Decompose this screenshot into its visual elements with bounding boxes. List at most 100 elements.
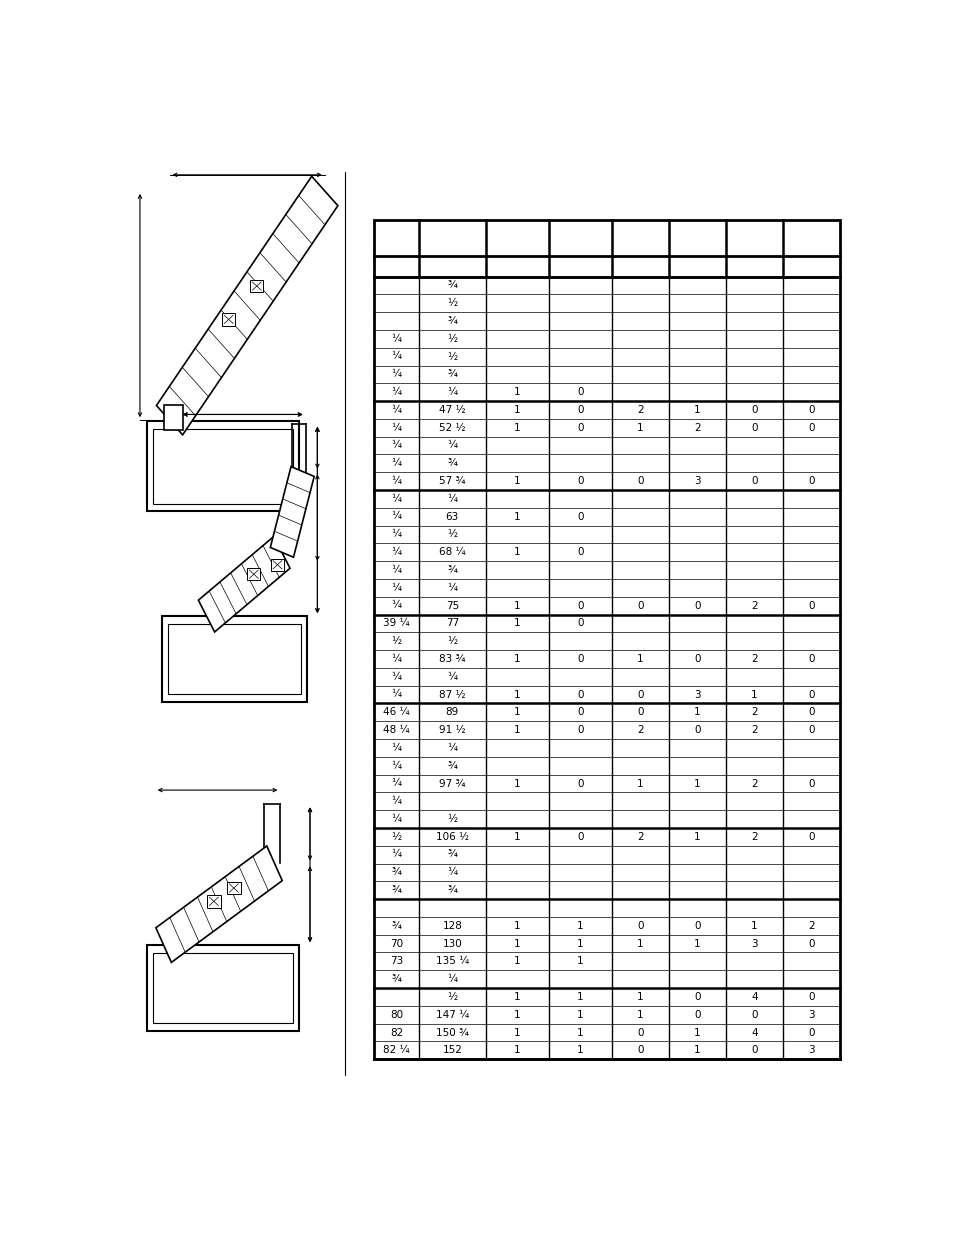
Text: 0: 0 <box>807 477 814 487</box>
Text: ¾: ¾ <box>391 921 401 931</box>
Text: 152: 152 <box>442 1045 462 1056</box>
Text: 2: 2 <box>750 655 757 664</box>
Text: 0: 0 <box>637 708 643 718</box>
Text: 0: 0 <box>637 477 643 487</box>
Text: ¼: ¼ <box>447 867 456 877</box>
Bar <box>250 280 263 293</box>
Text: 150 ¾: 150 ¾ <box>436 1028 468 1037</box>
Text: 0: 0 <box>694 725 700 735</box>
Text: 0: 0 <box>751 1045 757 1056</box>
Text: 1: 1 <box>637 422 643 432</box>
Text: 147 ¼: 147 ¼ <box>436 1010 469 1020</box>
Text: 83 ¾: 83 ¾ <box>438 655 465 664</box>
Text: ¾: ¾ <box>447 458 456 468</box>
Text: 106 ½: 106 ½ <box>436 832 469 842</box>
Text: 1: 1 <box>514 477 520 487</box>
Bar <box>227 882 240 894</box>
Text: 75: 75 <box>445 600 458 610</box>
Polygon shape <box>156 177 337 435</box>
Text: ¾: ¾ <box>447 885 456 895</box>
Text: 135 ¼: 135 ¼ <box>436 956 469 966</box>
Text: 91 ½: 91 ½ <box>438 725 465 735</box>
Text: ¼: ¼ <box>391 778 401 788</box>
Text: 46 ¼: 46 ¼ <box>383 708 410 718</box>
Bar <box>153 429 293 504</box>
Text: 0: 0 <box>807 939 814 948</box>
Text: 1: 1 <box>514 619 520 629</box>
Text: ¼: ¼ <box>447 583 456 593</box>
Text: ¼: ¼ <box>391 333 401 343</box>
Text: 0: 0 <box>637 600 643 610</box>
Text: 39 ¼: 39 ¼ <box>383 619 410 629</box>
Text: ¼: ¼ <box>391 441 401 451</box>
Polygon shape <box>155 846 282 962</box>
Text: 0: 0 <box>807 655 814 664</box>
Text: 1: 1 <box>637 992 643 1002</box>
Text: 0: 0 <box>694 1010 700 1020</box>
Text: ¼: ¼ <box>391 797 401 806</box>
Text: ¼: ¼ <box>391 547 401 557</box>
Text: ¾: ¾ <box>447 850 456 860</box>
Text: 0: 0 <box>751 422 757 432</box>
Text: 3: 3 <box>807 1045 814 1056</box>
Text: 0: 0 <box>637 921 643 931</box>
Text: 0: 0 <box>807 600 814 610</box>
Text: 0: 0 <box>807 832 814 842</box>
Text: 1: 1 <box>514 405 520 415</box>
Text: ¼: ¼ <box>391 494 401 504</box>
Text: 1: 1 <box>514 778 520 788</box>
Text: 80: 80 <box>390 1010 402 1020</box>
Text: 47 ½: 47 ½ <box>438 405 465 415</box>
Text: 0: 0 <box>637 1045 643 1056</box>
Text: 82: 82 <box>390 1028 403 1037</box>
Text: 130: 130 <box>442 939 462 948</box>
Text: 1: 1 <box>514 992 520 1002</box>
Bar <box>164 405 183 430</box>
Text: ¼: ¼ <box>391 850 401 860</box>
Text: 1: 1 <box>514 921 520 931</box>
Bar <box>207 895 220 908</box>
Text: 0: 0 <box>577 689 583 699</box>
Text: 1: 1 <box>514 832 520 842</box>
Text: 1: 1 <box>577 921 583 931</box>
Text: 0: 0 <box>807 689 814 699</box>
Text: 2: 2 <box>637 832 643 842</box>
Text: 0: 0 <box>577 547 583 557</box>
Bar <box>162 616 307 701</box>
Text: 0: 0 <box>637 689 643 699</box>
Text: ½: ½ <box>447 299 456 309</box>
Text: 97 ¾: 97 ¾ <box>438 778 465 788</box>
Text: 1: 1 <box>514 511 520 521</box>
Text: 1: 1 <box>577 1045 583 1056</box>
Text: ¼: ¼ <box>447 388 456 398</box>
Text: 1: 1 <box>514 600 520 610</box>
Text: ¼: ¼ <box>391 814 401 824</box>
Text: 2: 2 <box>637 725 643 735</box>
Polygon shape <box>198 536 290 632</box>
Text: 0: 0 <box>807 992 814 1002</box>
Text: ¼: ¼ <box>391 761 401 771</box>
Text: ½: ½ <box>447 992 456 1002</box>
Text: ¼: ¼ <box>391 655 401 664</box>
Text: 1: 1 <box>637 939 643 948</box>
Text: 70: 70 <box>390 939 402 948</box>
Text: 89: 89 <box>445 708 458 718</box>
Text: 1: 1 <box>514 1028 520 1037</box>
Text: 0: 0 <box>577 778 583 788</box>
Text: 0: 0 <box>751 405 757 415</box>
Text: ¼: ¼ <box>447 743 456 753</box>
Text: ½: ½ <box>391 636 401 646</box>
Text: 1: 1 <box>577 1028 583 1037</box>
Text: 0: 0 <box>694 655 700 664</box>
Text: 1: 1 <box>694 832 700 842</box>
Text: 1: 1 <box>514 1010 520 1020</box>
Text: 128: 128 <box>442 921 462 931</box>
Text: ¼: ¼ <box>447 441 456 451</box>
Text: 1: 1 <box>514 689 520 699</box>
Text: ¼: ¼ <box>391 743 401 753</box>
Text: 0: 0 <box>807 708 814 718</box>
Bar <box>271 558 284 571</box>
Text: ¼: ¼ <box>391 405 401 415</box>
Text: ¾: ¾ <box>447 316 456 326</box>
Text: ¼: ¼ <box>447 494 456 504</box>
